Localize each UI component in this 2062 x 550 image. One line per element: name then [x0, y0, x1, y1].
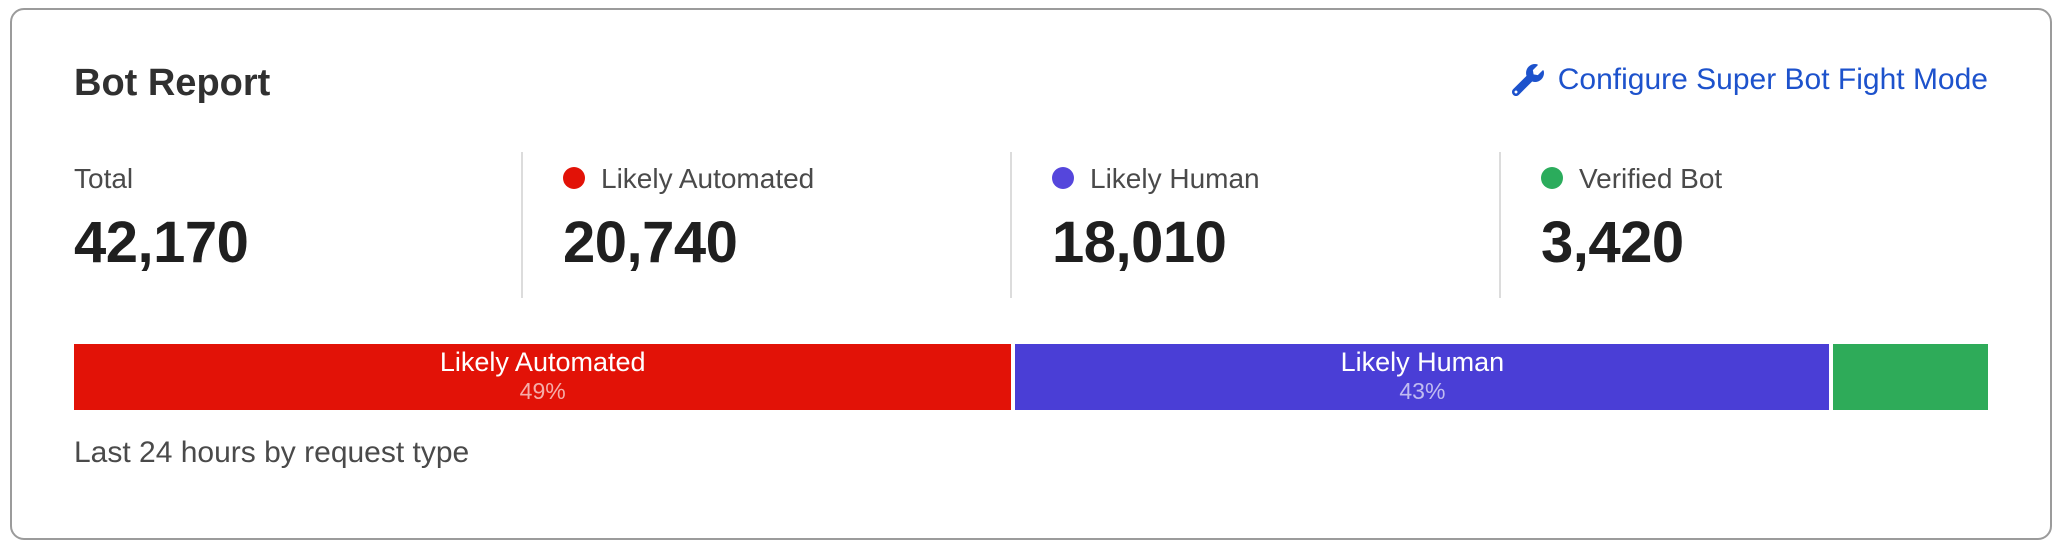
segment-label: Likely Automated	[439, 347, 646, 378]
verified-bot-dot-icon	[1541, 167, 1563, 190]
stat-likely-automated: Likely Automated 20,740	[521, 151, 1010, 298]
page-title: Bot Report	[74, 62, 271, 104]
segment-label: Likely Human	[1340, 347, 1505, 378]
stats-row: Total 42,170 Likely Automated 20,740 Lik…	[74, 151, 1988, 298]
caption: Last 24 hours by request type	[74, 435, 470, 469]
stat-label: Likely Automated	[601, 162, 815, 194]
stat-value: 3,420	[1541, 210, 1684, 276]
segment-percent: 43%	[1399, 378, 1446, 405]
stat-value: 42,170	[74, 210, 249, 276]
bar-segment-verified-bot	[1833, 343, 1988, 410]
stat-label: Verified Bot	[1579, 162, 1723, 194]
stat-verified-bot: Verified Bot 3,420	[1499, 151, 1988, 298]
stat-value: 18,010	[1052, 210, 1227, 276]
bot-report-card: Bot Report Configure Super Bot Fight Mod…	[10, 8, 2052, 540]
card-header: Bot Report Configure Super Bot Fight Mod…	[74, 60, 1988, 108]
wrench-icon	[1511, 64, 1544, 97]
stat-label: Likely Human	[1090, 162, 1260, 194]
likely-automated-dot-icon	[563, 167, 585, 190]
configure-link-label: Configure Super Bot Fight Mode	[1557, 63, 1988, 96]
stat-total: Total 42,170	[74, 152, 521, 298]
stat-value: 20,740	[563, 210, 738, 276]
segment-percent: 49%	[519, 378, 566, 405]
configure-super-bot-fight-mode-link[interactable]: Configure Super Bot Fight Mode	[1511, 62, 1988, 98]
stat-label: Total	[74, 162, 134, 194]
stat-likely-human: Likely Human 18,010	[1010, 151, 1499, 298]
likely-human-dot-icon	[1052, 167, 1074, 190]
request-type-stacked-bar: Likely Automated 49% Likely Human 43%	[74, 343, 1988, 410]
bar-segment-likely-automated: Likely Automated 49%	[74, 343, 1012, 410]
bar-segment-likely-human: Likely Human 43%	[1015, 343, 1830, 410]
